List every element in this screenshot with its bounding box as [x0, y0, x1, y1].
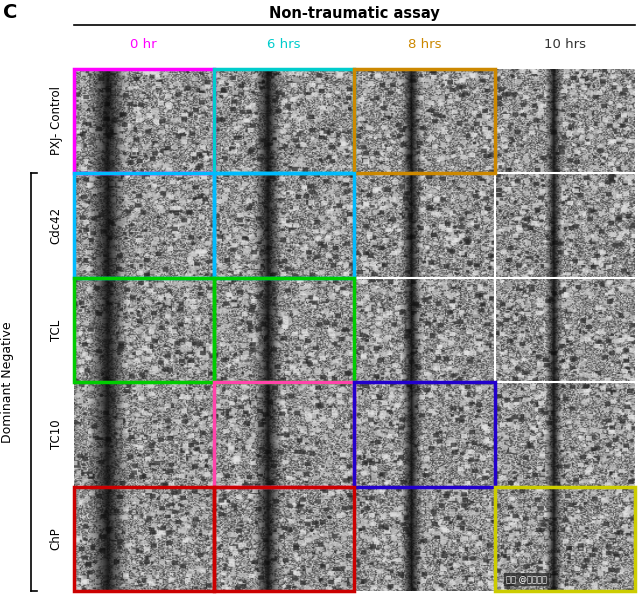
- Text: TCL: TCL: [50, 319, 63, 340]
- Text: Cdc42: Cdc42: [50, 207, 63, 244]
- Text: 8 hrs: 8 hrs: [408, 38, 441, 51]
- Text: 头条 @问题论文: 头条 @问题论文: [506, 575, 547, 584]
- Text: 10 hrs: 10 hrs: [544, 38, 586, 51]
- Text: 6 hrs: 6 hrs: [268, 38, 301, 51]
- Text: Dominant Negative: Dominant Negative: [1, 321, 14, 443]
- Text: ChP: ChP: [50, 527, 63, 550]
- Text: TC10: TC10: [50, 420, 63, 449]
- Text: Non-traumatic assay: Non-traumatic assay: [269, 5, 440, 21]
- Text: C: C: [3, 3, 17, 22]
- Text: PXJ- Control: PXJ- Control: [50, 86, 63, 156]
- Text: 0 hr: 0 hr: [131, 38, 157, 51]
